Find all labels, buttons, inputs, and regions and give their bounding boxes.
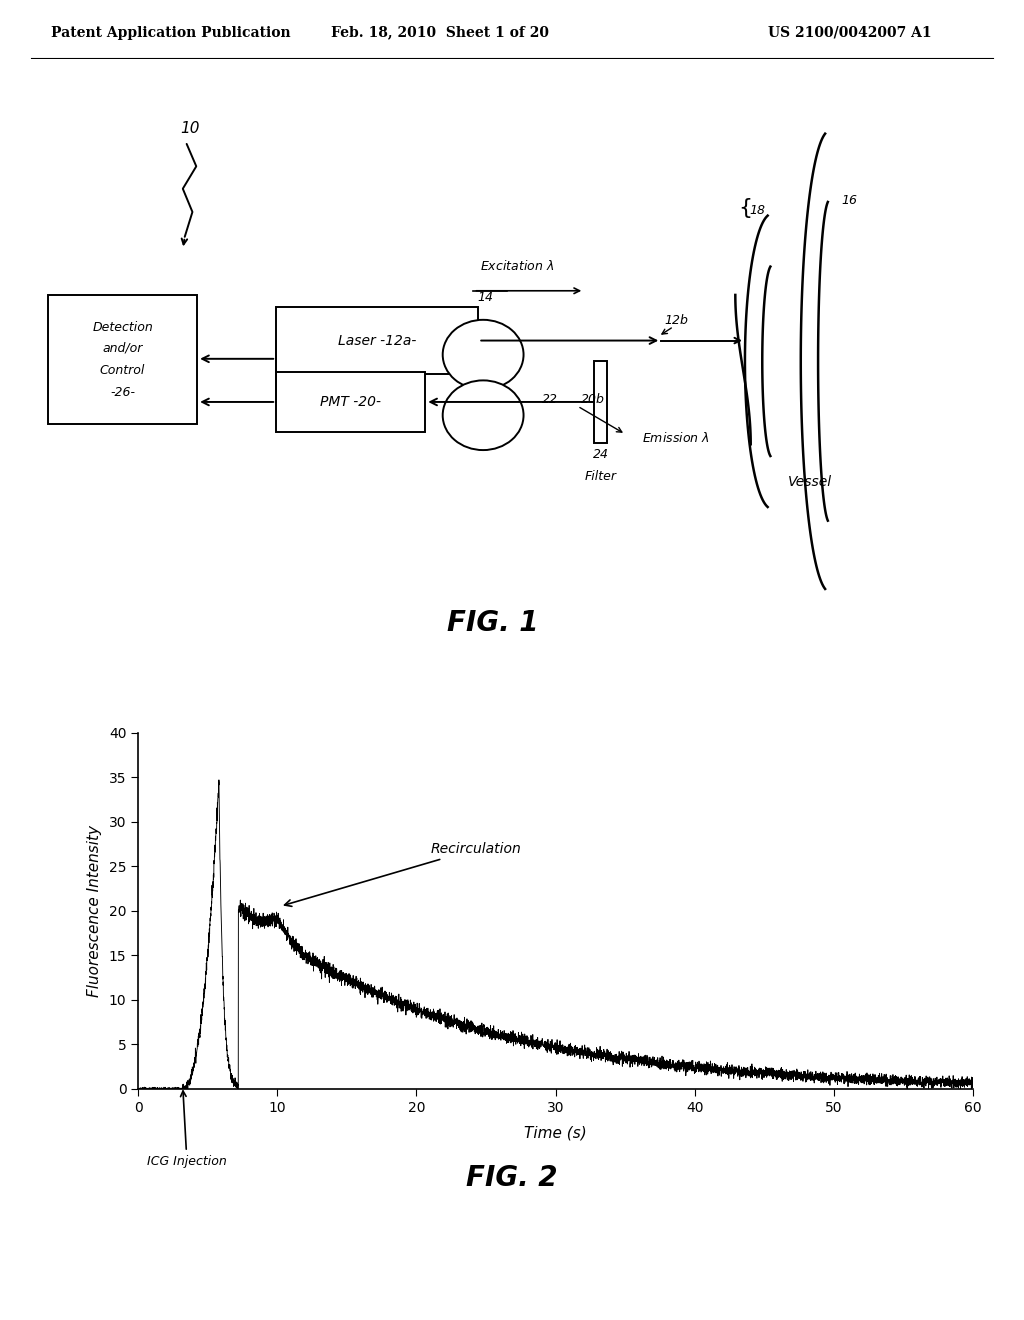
Text: Filter: Filter — [585, 470, 616, 483]
Text: Feb. 18, 2010  Sheet 1 of 20: Feb. 18, 2010 Sheet 1 of 20 — [332, 25, 549, 40]
Bar — [48, 294, 198, 424]
Text: Control: Control — [100, 363, 145, 376]
Text: FIG. 2: FIG. 2 — [466, 1164, 558, 1192]
Text: 24: 24 — [593, 447, 608, 461]
Text: 22: 22 — [542, 393, 558, 405]
Bar — [594, 362, 607, 442]
Text: Recirculation: Recirculation — [285, 842, 521, 907]
Text: -26-: -26- — [111, 385, 135, 399]
Text: {: { — [738, 198, 752, 218]
Text: Vessel: Vessel — [788, 475, 833, 488]
Text: and/or: and/or — [102, 342, 142, 355]
Text: ICG Injection: ICG Injection — [147, 1090, 226, 1168]
Text: 16: 16 — [841, 194, 857, 207]
Bar — [276, 372, 425, 432]
Text: Detection: Detection — [92, 321, 153, 334]
Bar — [276, 308, 478, 374]
X-axis label: Time (s): Time (s) — [524, 1126, 587, 1140]
Text: US 2100/0042007 A1: US 2100/0042007 A1 — [768, 25, 932, 40]
Circle shape — [442, 380, 523, 450]
Text: FIG. 1: FIG. 1 — [447, 609, 539, 636]
Text: 12b: 12b — [665, 314, 688, 327]
Text: 14: 14 — [477, 290, 493, 304]
Text: Excitation $\lambda$: Excitation $\lambda$ — [479, 259, 554, 273]
Text: Patent Application Publication: Patent Application Publication — [51, 25, 291, 40]
Text: Emission $\lambda$: Emission $\lambda$ — [642, 430, 710, 445]
Text: PMT -20-: PMT -20- — [321, 395, 381, 409]
Text: Laser -12a-: Laser -12a- — [338, 334, 417, 347]
Text: 20b: 20b — [582, 393, 605, 405]
Text: 10: 10 — [180, 121, 200, 136]
Text: 18: 18 — [750, 203, 766, 216]
Y-axis label: Fluorescence Intensity: Fluorescence Intensity — [87, 825, 101, 997]
Circle shape — [442, 319, 523, 389]
